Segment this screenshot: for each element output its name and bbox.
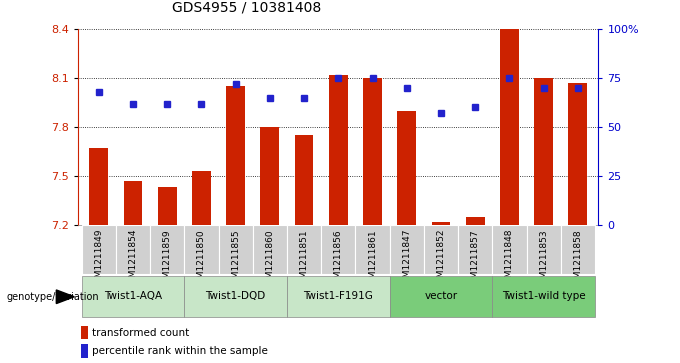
Text: Twist1-wild type: Twist1-wild type	[502, 291, 585, 301]
Text: GSM1211854: GSM1211854	[129, 229, 137, 289]
Text: GSM1211853: GSM1211853	[539, 229, 548, 290]
Polygon shape	[56, 290, 74, 303]
Bar	[89, 148, 108, 225]
Bar	[492, 225, 526, 274]
Text: GDS4955 / 10381408: GDS4955 / 10381408	[172, 0, 321, 15]
Bar	[363, 78, 382, 225]
Text: GSM1211852: GSM1211852	[437, 229, 445, 289]
Bar	[226, 86, 245, 225]
Text: GSM1211851: GSM1211851	[300, 229, 309, 290]
Text: GSM1211859: GSM1211859	[163, 229, 171, 290]
Bar	[390, 225, 424, 274]
Bar	[253, 225, 287, 274]
Text: Twist1-DQD: Twist1-DQD	[205, 291, 266, 301]
Text: Twist1-F191G: Twist1-F191G	[303, 291, 373, 301]
Bar	[150, 225, 184, 274]
Bar	[82, 326, 88, 339]
Text: transformed count: transformed count	[92, 327, 190, 338]
Bar	[458, 225, 492, 274]
Text: GSM1211856: GSM1211856	[334, 229, 343, 290]
Bar	[500, 29, 519, 225]
Bar	[568, 83, 588, 225]
Bar	[390, 276, 492, 317]
Bar	[424, 225, 458, 274]
Text: GSM1211858: GSM1211858	[573, 229, 582, 290]
Bar	[534, 78, 553, 225]
Text: GSM1211860: GSM1211860	[265, 229, 274, 290]
Bar	[192, 171, 211, 225]
Bar	[116, 225, 150, 274]
Text: GSM1211857: GSM1211857	[471, 229, 479, 290]
Bar	[287, 276, 390, 317]
Bar	[561, 225, 595, 274]
Bar	[321, 225, 356, 274]
Text: GSM1211847: GSM1211847	[403, 229, 411, 289]
Bar	[526, 225, 561, 274]
Text: percentile rank within the sample: percentile rank within the sample	[92, 346, 268, 356]
Text: GSM1211861: GSM1211861	[368, 229, 377, 290]
Text: GSM1211855: GSM1211855	[231, 229, 240, 290]
Bar	[492, 276, 595, 317]
Bar	[184, 276, 287, 317]
Bar	[356, 225, 390, 274]
Bar	[184, 225, 218, 274]
Bar	[82, 344, 88, 358]
Text: vector: vector	[424, 291, 458, 301]
Bar	[82, 225, 116, 274]
Bar	[432, 222, 450, 225]
Text: GSM1211849: GSM1211849	[95, 229, 103, 289]
Bar	[466, 217, 485, 225]
Bar	[397, 111, 416, 225]
Bar	[82, 276, 184, 317]
Text: GSM1211848: GSM1211848	[505, 229, 514, 289]
Text: Twist1-AQA: Twist1-AQA	[104, 291, 162, 301]
Bar	[294, 135, 313, 225]
Bar	[124, 181, 142, 225]
Bar	[329, 75, 347, 225]
Bar	[260, 127, 279, 225]
Text: genotype/variation: genotype/variation	[7, 292, 99, 302]
Bar	[287, 225, 321, 274]
Bar	[218, 225, 253, 274]
Text: GSM1211850: GSM1211850	[197, 229, 206, 290]
Bar	[158, 188, 177, 225]
